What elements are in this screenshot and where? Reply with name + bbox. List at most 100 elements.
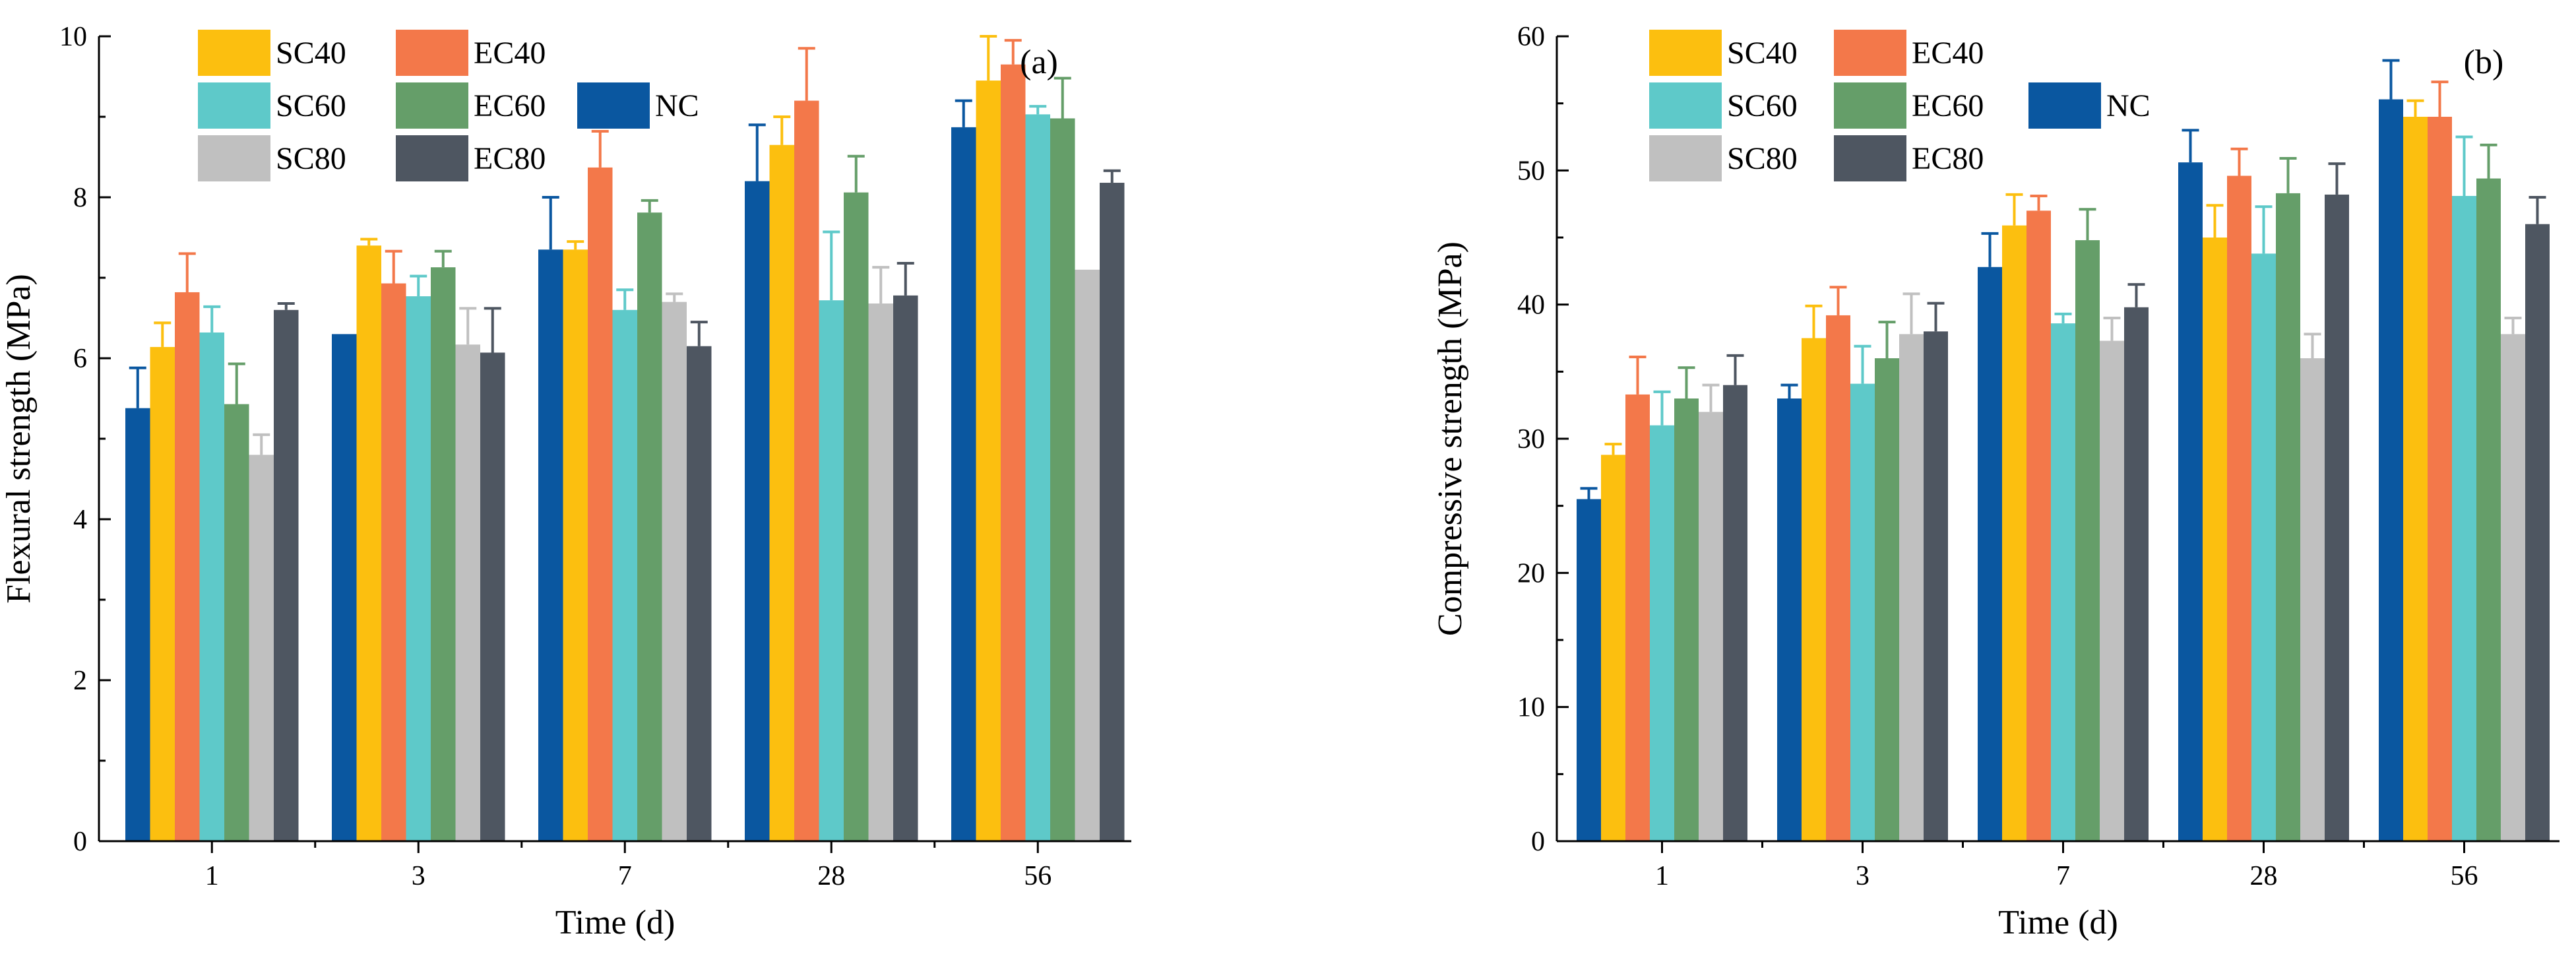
error-bar-ec40-1	[1629, 355, 1647, 395]
bar-nc-28	[745, 181, 770, 842]
bar-sc40-3	[356, 245, 381, 841]
x-tick-label: 7	[2056, 861, 2070, 891]
error-bar-sc80-7	[2103, 317, 2121, 341]
legend-label: EC80	[1912, 141, 1984, 176]
bar-sc60-7	[612, 309, 637, 841]
bar-ec40-3	[381, 283, 406, 841]
error-bar-ec60-28	[847, 154, 865, 193]
bar-ec60-3	[1875, 358, 1899, 841]
y-tick-label: 8	[73, 183, 87, 213]
legend-label: EC40	[474, 36, 546, 71]
legend-item-nc: NC	[577, 82, 699, 129]
bar-sc60-28	[819, 300, 844, 841]
error-bar-sc40-56	[980, 35, 997, 81]
x-tick-label: 56	[1024, 861, 1052, 891]
bar-nc-1	[125, 408, 150, 841]
error-bar-sc40-3	[360, 238, 378, 246]
y-tick-label: 50	[1517, 156, 1545, 186]
x-tick-label: 3	[412, 861, 425, 891]
error-bar-ec60-28	[2279, 157, 2297, 193]
error-bar-sc60-3	[1854, 344, 1871, 384]
legend-label: SC60	[1727, 88, 1798, 123]
bar-ec80-7	[2124, 307, 2149, 841]
legend-label: NC	[2106, 88, 2151, 123]
error-bar-sc80-28	[872, 266, 890, 304]
x-axis-title: Time (d)	[555, 904, 675, 941]
legend-swatch	[396, 135, 468, 181]
legend-swatch	[396, 30, 468, 76]
legend-item-ec60: EC60	[396, 82, 546, 129]
bar-sc80-28	[868, 303, 893, 841]
bar-ec80-56	[2525, 224, 2550, 842]
error-bar-ec80-56	[1103, 169, 1121, 183]
bar-ec40-56	[2428, 117, 2452, 841]
error-bar-nc-28	[748, 123, 766, 181]
bar-ec80-3	[480, 352, 505, 841]
legend-swatch	[198, 135, 270, 181]
y-tick-label: 0	[73, 827, 87, 857]
y-tick-label: 2	[73, 666, 87, 696]
y-tick-label: 4	[73, 505, 87, 535]
error-bar-sc80-56	[2504, 317, 2522, 334]
error-bar-ec40-7	[591, 129, 609, 168]
error-bar-ec60-56	[2480, 143, 2497, 179]
bar-nc-56	[2379, 99, 2403, 842]
bar-ec80-7	[687, 346, 712, 841]
x-axis-title: Time (d)	[1998, 904, 2118, 941]
legend-swatch	[577, 82, 650, 129]
legend-label: EC60	[474, 88, 546, 123]
bar-sc40-56	[976, 80, 1001, 842]
bar-ec40-1	[1625, 394, 1650, 841]
x-tick-label: 1	[205, 861, 219, 891]
error-bar-sc60-7	[616, 288, 634, 310]
error-bar-ec80-7	[2127, 283, 2145, 307]
bar-sc40-1	[150, 346, 175, 841]
error-bar-sc60-1	[1653, 390, 1671, 426]
error-bar-sc60-56	[2455, 135, 2473, 196]
error-bar-ec80-7	[690, 321, 708, 346]
bar-sc80-1	[1699, 412, 1723, 841]
legend-label: SC80	[1727, 141, 1798, 176]
legend-swatch	[198, 82, 270, 129]
bar-ec80-3	[1924, 331, 1948, 841]
legend-item-ec40: EC40	[396, 30, 546, 76]
panel-label: (a)	[1020, 44, 1058, 81]
bar-nc-3	[1777, 398, 1802, 841]
legend-item-ec40: EC40	[1834, 30, 1984, 76]
bar-ec80-56	[1100, 183, 1125, 841]
bar-ec80-28	[2325, 194, 2349, 841]
bar-nc-56	[951, 127, 976, 842]
error-bar-ec80-1	[1726, 354, 1744, 385]
error-bar-ec60-3	[434, 249, 452, 268]
y-axis-title: Flexural strength (MPa)	[0, 274, 38, 604]
error-bar-sc40-28	[2206, 204, 2224, 238]
bar-ec80-1	[1723, 385, 1747, 841]
error-bar-ec80-1	[277, 302, 295, 310]
bar-sc60-1	[1650, 425, 1674, 841]
legend-label: SC80	[276, 141, 346, 176]
bar-nc-7	[538, 249, 563, 841]
bar-sc80-1	[249, 455, 274, 841]
error-bar-sc40-56	[2406, 99, 2424, 117]
error-bar-sc80-7	[666, 292, 683, 302]
bar-sc80-56	[1075, 269, 1100, 841]
bar-ec60-28	[2276, 193, 2300, 841]
bar-sc60-28	[2251, 253, 2276, 841]
error-bar-ec80-56	[2529, 196, 2546, 224]
bar-sc80-3	[455, 344, 480, 841]
bar-sc40-7	[563, 249, 588, 841]
error-bar-sc60-3	[410, 274, 427, 297]
error-bar-nc-28	[2182, 129, 2199, 163]
bar-ec80-1	[274, 309, 299, 841]
legend-swatch	[2028, 82, 2101, 129]
bar-sc60-7	[2051, 323, 2075, 842]
y-tick-label: 10	[1517, 693, 1545, 723]
bar-ec40-7	[588, 167, 613, 842]
bar-nc-7	[1978, 267, 2002, 841]
x-tick-label: 28	[817, 861, 845, 891]
y-tick-label: 60	[1517, 22, 1545, 52]
bar-ec60-56	[2476, 178, 2501, 841]
legend-label: EC80	[474, 141, 546, 176]
error-bar-sc40-1	[154, 321, 172, 347]
legend-swatch	[198, 30, 270, 76]
